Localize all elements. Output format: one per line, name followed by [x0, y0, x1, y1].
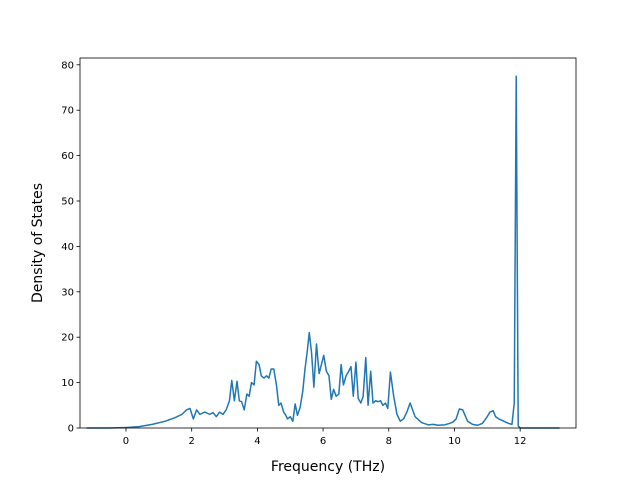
plot-frame — [79, 57, 577, 429]
plot-area — [80, 58, 576, 428]
y-tick-label: 30 — [61, 287, 74, 298]
x-axis-label: Frequency (THz) — [271, 459, 385, 475]
x-axis-ticks: 0 2 4 6 8 10 12 — [123, 428, 527, 447]
x-tick-label: 4 — [254, 436, 260, 447]
y-axis-label: Density of States — [30, 183, 46, 303]
x-tick-label: 10 — [448, 436, 461, 447]
y-tick-label: 10 — [61, 378, 74, 389]
y-tick-label: 40 — [61, 242, 74, 253]
x-tick-label: 0 — [123, 436, 129, 447]
dos-series-line — [86, 75, 560, 429]
y-tick-label: 60 — [61, 151, 74, 162]
x-tick-label: 6 — [320, 436, 326, 447]
y-axis-ticks: 0 10 20 30 40 50 60 70 80 — [61, 60, 80, 435]
y-tick-label: 0 — [68, 424, 74, 435]
y-tick-label: 50 — [61, 197, 74, 208]
x-tick-label: 8 — [386, 436, 392, 447]
y-tick-label: 80 — [61, 60, 74, 71]
y-tick-label: 20 — [61, 333, 74, 344]
x-tick-label: 2 — [188, 436, 194, 447]
x-tick-label: 12 — [514, 436, 527, 447]
y-tick-label: 70 — [61, 106, 74, 117]
